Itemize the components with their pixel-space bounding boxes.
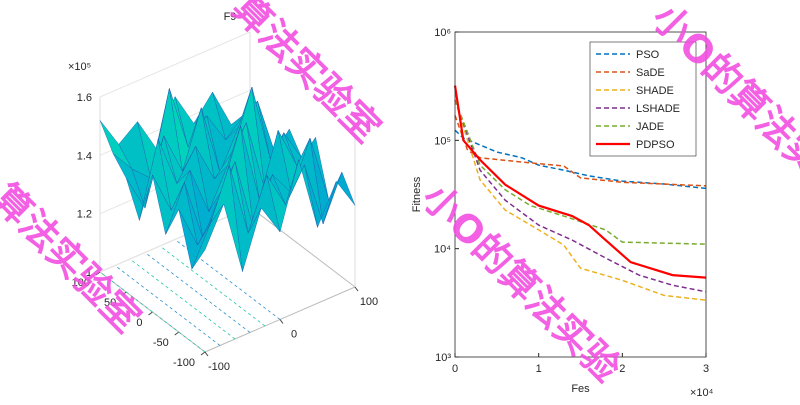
- x-tick-label: -100: [208, 361, 230, 373]
- z-tick-label: 1.6: [77, 92, 92, 104]
- x-tick-label: 100: [360, 296, 378, 308]
- y-axis-label: Fitness: [411, 176, 423, 212]
- surface-patch: [191, 203, 224, 270]
- chart-title: F9: [224, 11, 237, 23]
- series-line: [454, 99, 707, 245]
- contour: [114, 265, 221, 346]
- y-tick-label: 10³: [435, 352, 451, 364]
- contour: [99, 271, 206, 353]
- series-line: [454, 129, 707, 190]
- series-line: [454, 115, 707, 187]
- x-scale-label: ×10⁴: [690, 387, 714, 399]
- plot-frame: [454, 31, 707, 358]
- y-tick-label: 100: [72, 277, 90, 289]
- series-line: [454, 99, 707, 301]
- z-tick-label: 1.2: [77, 209, 92, 221]
- y-tick-label: 0: [136, 317, 142, 329]
- x-tick-label: 0: [452, 363, 458, 375]
- x-tick-label: 3: [703, 363, 709, 375]
- legend-box: [589, 41, 697, 157]
- x-tick-label: 0: [291, 329, 297, 341]
- x-tick-label: 2: [619, 363, 625, 375]
- series-line: [453, 85, 707, 279]
- tick-mark: [121, 291, 127, 296]
- z-tick-label: 1: [86, 267, 92, 279]
- contour: [129, 258, 236, 340]
- tick-mark: [174, 331, 180, 336]
- tick-mark: [200, 351, 206, 356]
- x-tick-label: 1: [536, 363, 542, 375]
- legend-label: SHADE: [636, 85, 674, 97]
- series-line: [454, 99, 707, 293]
- contour: [144, 252, 251, 333]
- y-tick-label: 50: [104, 297, 116, 309]
- tick-mark: [279, 319, 284, 324]
- legend-label: SaDE: [636, 67, 665, 79]
- x-axis-label: Fes: [571, 383, 590, 395]
- contour: [159, 245, 266, 327]
- grid-line: [99, 31, 251, 98]
- legend-label: PSO: [636, 49, 660, 61]
- y-tick-label: -100: [173, 357, 195, 369]
- legend-label: PDPSO: [636, 139, 675, 151]
- legend-label: LSHADE: [636, 103, 680, 115]
- y-tick-label: 10⁶: [434, 27, 451, 39]
- tick-mark: [95, 271, 101, 276]
- y-tick-label: 10⁵: [434, 135, 451, 147]
- axis-box: [249, 206, 356, 288]
- z-scale-label: ×10⁵: [68, 61, 91, 73]
- z-tick-label: 1.4: [77, 150, 92, 162]
- y-tick-label: -50: [153, 337, 169, 349]
- y-tick-label: 10⁴: [434, 244, 451, 256]
- tick-mark: [148, 311, 153, 316]
- legend-label: JADE: [636, 121, 664, 133]
- tick-mark: [204, 351, 209, 357]
- tick-mark: [354, 286, 359, 292]
